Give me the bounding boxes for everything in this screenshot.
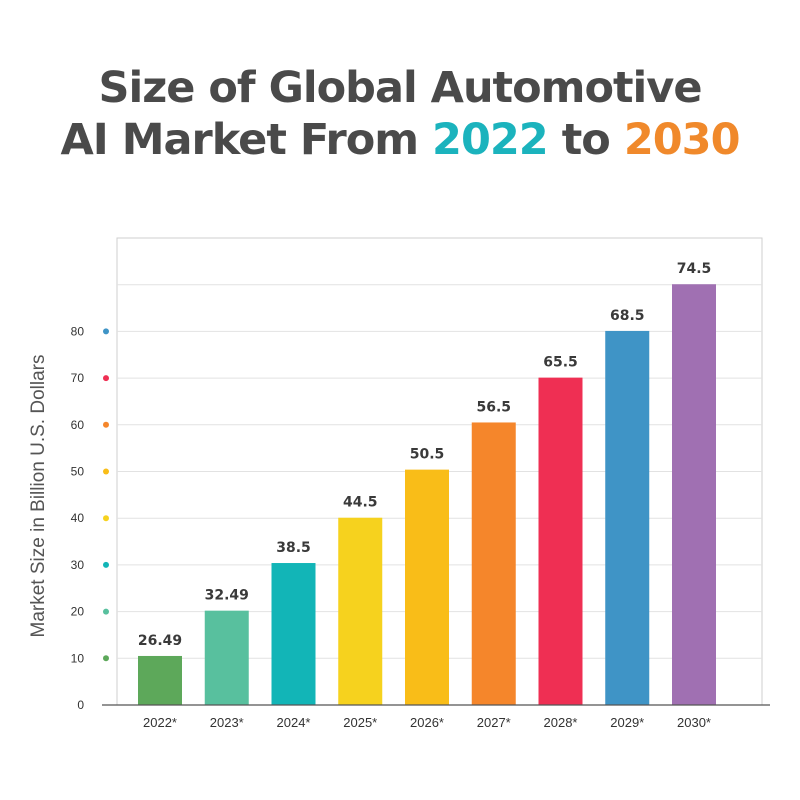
bar xyxy=(204,610,249,705)
y-tick-label: 60 xyxy=(71,418,85,432)
y-tick-dot xyxy=(103,328,109,335)
data-label: 56.5 xyxy=(476,399,511,415)
bar xyxy=(138,655,182,705)
data-label: 65.5 xyxy=(543,355,578,371)
title-line-2: AI Market From 2022 to 2030 xyxy=(0,114,800,166)
y-tick-dot xyxy=(103,375,109,382)
x-tick-label: 2028* xyxy=(544,715,578,730)
title-connector: to xyxy=(561,115,611,165)
data-label: 68.5 xyxy=(610,308,645,324)
y-tick-label: 80 xyxy=(71,324,85,338)
x-tick-label: 2027* xyxy=(477,715,511,730)
x-tick-label: 2025* xyxy=(343,715,377,730)
data-label: 38.5 xyxy=(276,540,311,556)
y-tick-label: 70 xyxy=(71,371,85,385)
bar xyxy=(538,377,583,705)
data-label: 32.49 xyxy=(205,588,249,604)
x-tick-label: 2026* xyxy=(410,715,444,730)
title-year-start: 2022 xyxy=(432,115,549,165)
y-tick-label: 50 xyxy=(71,465,85,479)
data-label: 74.5 xyxy=(677,261,712,277)
x-tick-label: 2022* xyxy=(143,715,177,730)
data-label: 26.49 xyxy=(138,633,182,649)
x-tick-label: 2023* xyxy=(210,715,244,730)
y-tick-label: 30 xyxy=(71,558,85,572)
bar xyxy=(338,517,383,705)
y-tick-label: 40 xyxy=(71,511,85,525)
data-label: 50.5 xyxy=(410,447,445,463)
y-tick-dot xyxy=(103,468,109,475)
title-line-1: Size of Global Automotive xyxy=(98,63,703,113)
y-tick-dot xyxy=(103,515,109,522)
data-label: 44.5 xyxy=(343,495,378,511)
bar xyxy=(605,330,650,705)
x-tick-label: 2024* xyxy=(277,715,311,730)
x-axis: 2022* 2023* 2024* 2025* 2026* 2027* 2028* 2029*… xyxy=(143,715,711,730)
title-year-end: 2030 xyxy=(623,115,741,165)
x-tick-label: 2029* xyxy=(610,715,644,730)
bar xyxy=(672,284,716,705)
chart-title: Size of Global Automotive AI Market From… xyxy=(0,62,800,166)
bar xyxy=(405,469,449,705)
x-tick-label: 2030* xyxy=(677,715,711,730)
bar xyxy=(471,422,516,705)
data-labels: 26.49 32.49 38.5 44.5 50.5 56.5 65.5 68.5 74.5 xyxy=(138,261,711,649)
y-tick-label: 20 xyxy=(71,605,85,619)
y-tick-label: 10 xyxy=(71,651,85,665)
y-tick-dot xyxy=(103,655,109,662)
y-tick-dot xyxy=(103,421,109,428)
y-axis: 0 10 20 30 40 50 60 70 80 xyxy=(71,324,109,712)
title-prefix: AI Market From xyxy=(60,115,419,165)
bars xyxy=(138,284,716,705)
y-axis-label: Market Size in Billion U.S. Dollars xyxy=(28,355,49,638)
y-tick-dot xyxy=(103,608,109,615)
bar xyxy=(271,563,316,705)
y-tick-label: 0 xyxy=(77,698,84,712)
y-tick-dot xyxy=(103,561,109,568)
